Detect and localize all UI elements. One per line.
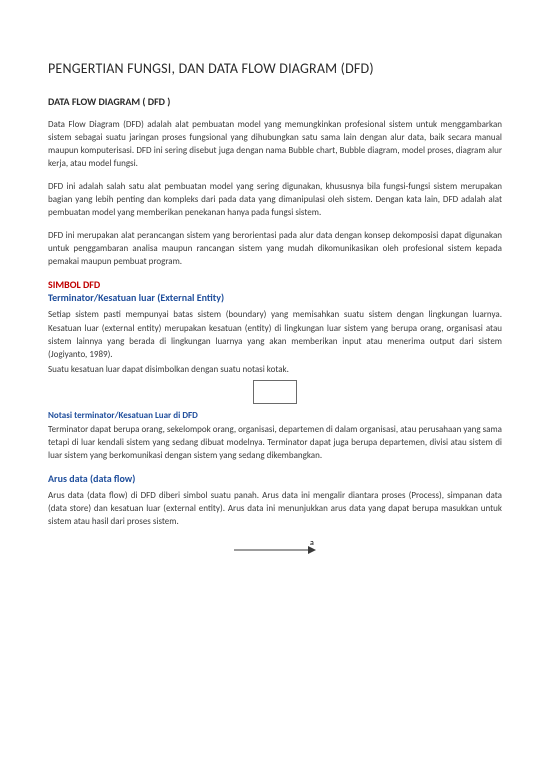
subheading-notasi: Notasi terminator/Kesatuan Luar di DFD <box>48 410 502 421</box>
paragraph-intro-3: DFD ini merupakan alat perancangan siste… <box>48 229 502 268</box>
subheading-terminator: Terminator/Kesatuan luar (External Entit… <box>48 291 502 304</box>
section-heading-dfd: DATA FLOW DIAGRAM ( DFD ) <box>48 95 502 108</box>
page-title: PENGERTIAN FUNGSI, DAN DATA FLOW DIAGRAM… <box>48 60 502 77</box>
arrow-icon: a <box>230 538 320 556</box>
paragraph-terminator-1: Setiap sistem pasti mempunyai batas sist… <box>48 308 502 360</box>
paragraph-intro-1: Data Flow Diagram (DFD) adalah alat pemb… <box>48 118 502 170</box>
paragraph-terminator-2: Suatu kesatuan luar dapat disimbolkan de… <box>48 363 502 376</box>
paragraph-arus-data: Arus data (data flow) di DFD diberi simb… <box>48 489 502 528</box>
subheading-arus-data: Arus data (data flow) <box>48 472 502 485</box>
arrow-symbol-container: a <box>48 538 502 556</box>
paragraph-notasi: Terminator dapat berupa orang, sekelompo… <box>48 423 502 462</box>
paragraph-intro-2: DFD ini adalah salah satu alat pembuatan… <box>48 180 502 219</box>
arrow-label: a <box>310 538 314 548</box>
subheading-simbol-dfd: SIMBOL DFD <box>48 278 502 291</box>
terminator-symbol-box <box>253 380 297 404</box>
